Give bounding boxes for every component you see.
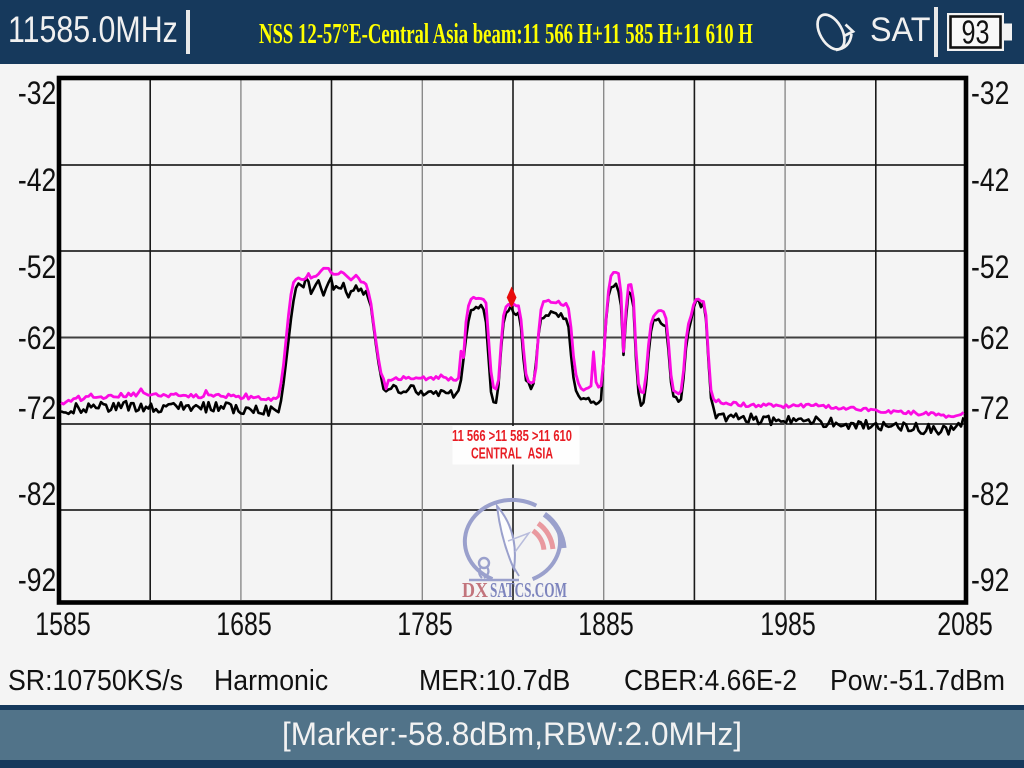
svg-text:SATCS.COM: SATCS.COM [490, 578, 567, 602]
svg-text:CENTRAL ASIA: CENTRAL ASIA [471, 446, 553, 463]
svg-text:DX: DX [462, 578, 488, 602]
svg-text:93: 93 [962, 14, 990, 51]
svg-text:11 566 >11 585 >11 610: 11 566 >11 585 >11 610 [452, 428, 572, 445]
